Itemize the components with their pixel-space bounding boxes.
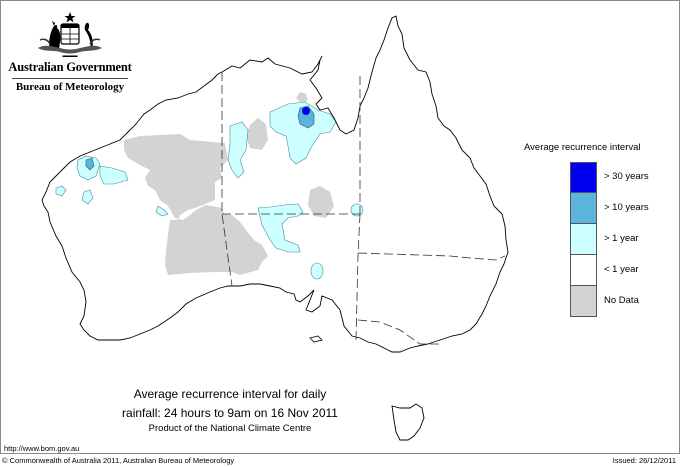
legend-swatch [570,224,597,255]
copyright-notice: © Commonwealth of Australia 2011, Austra… [2,456,235,465]
bom-logo: ▬▬▬ Australian Government Bureau of Mete… [8,10,132,93]
tasmania-coastline [391,403,425,441]
caption-title-line-1: Average recurrence interval for daily [133,387,327,401]
government-title: Australian Government [8,60,132,74]
recurrence-over-10-years-regions [85,105,315,171]
legend-swatch [570,286,597,317]
map-caption: Average recurrence interval for daily ra… [100,385,360,435]
coat-of-arms-icon: ▬▬▬ [38,12,102,58]
map-frame [0,0,680,454]
legend-label: < 1 year [604,264,639,275]
legend-label: No Data [604,295,639,306]
issued-date: Issued: 26/12/2011 [612,456,676,465]
recurrence-over-30-years-regions [302,107,310,115]
legend-label: > 10 years [604,202,649,213]
legend-label: > 30 years [604,171,649,182]
caption-title-line-2: rainfall: 24 hours to 9am on 16 Nov 2011 [122,406,338,420]
legend: Average recurrence interval > 30 years >… [520,142,680,317]
legend-label: > 1 year [604,233,639,244]
legend-swatch [570,193,597,224]
website-url: http://www.bom.gov.au [4,444,80,453]
no-data-regions [124,92,334,275]
logo-divider [12,78,128,79]
state-borders [221,72,506,345]
australia-coastline [41,15,509,353]
legend-swatch [570,162,597,193]
agency-title: Bureau of Meteorology [15,81,125,93]
legend-title: Average recurrence interval [524,142,641,153]
legend-swatch [570,255,597,286]
caption-product-credit: Product of the National Climate Centre [148,423,312,434]
svg-text:▬▬▬: ▬▬▬ [63,53,78,58]
